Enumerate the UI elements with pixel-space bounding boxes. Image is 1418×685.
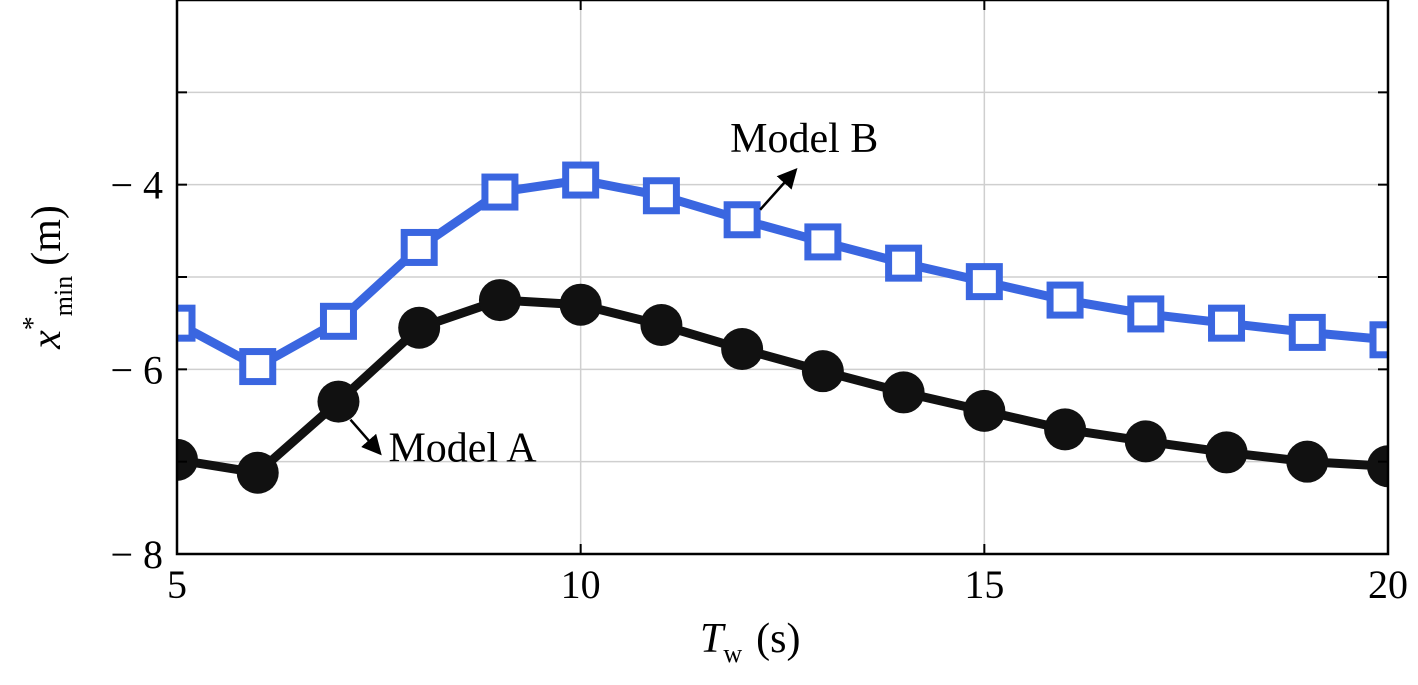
annotation-model-b: Model B (730, 116, 878, 162)
point-model-a (963, 389, 1006, 432)
y-tick-label: − 8 (110, 532, 163, 577)
point-model-a (1286, 440, 1329, 483)
y-axis-label-unit: (m) (24, 205, 70, 266)
x-tick-label: 20 (1368, 562, 1408, 607)
series-model-a (177, 279, 1388, 494)
point-model-a (882, 371, 925, 414)
point-model-b (885, 244, 923, 282)
y-tick-label: − 6 (110, 347, 163, 392)
point-model-b (319, 302, 357, 340)
y-axis-label: x*min (m) (18, 205, 78, 350)
point-model-b (481, 173, 519, 211)
point-model-b (562, 161, 600, 199)
x-axis-label-sub: w (723, 639, 742, 668)
point-model-b (239, 348, 277, 386)
x-tick-label: 5 (167, 562, 187, 607)
y-axis-label-sub: min (49, 276, 78, 316)
point-model-b (642, 177, 680, 215)
x-axis-label: Tw (s) (700, 616, 800, 668)
point-model-b (1369, 321, 1388, 359)
y-axis-label-sup: * (18, 316, 49, 330)
point-model-a (317, 380, 360, 423)
ticks: 5 10 15 20 − 8 − 6 − 4 (110, 0, 1408, 607)
y-axis-label-base: x (24, 330, 70, 350)
y-axis-label-group: x*min (m) (18, 205, 78, 350)
point-model-a (398, 306, 441, 349)
point-model-b (804, 223, 842, 261)
x-axis-label-base: T (700, 616, 726, 662)
point-model-a (801, 350, 844, 393)
series-line-model-a (177, 295, 1388, 478)
point-model-a (1124, 420, 1167, 463)
point-model-a (236, 451, 279, 494)
point-model-b (965, 263, 1003, 301)
point-model-b (723, 201, 761, 239)
point-model-a (559, 283, 602, 326)
annotation-model-a: Model A (388, 426, 537, 472)
point-model-a (1044, 408, 1087, 451)
point-model-b (1046, 281, 1084, 319)
series-model-b (177, 161, 1388, 386)
point-model-a (1367, 445, 1388, 488)
point-model-a (177, 438, 198, 481)
point-model-a (640, 304, 683, 347)
series-line-model-b (177, 175, 1388, 372)
point-model-b (400, 228, 438, 266)
annotations: Model A Model B (349, 116, 878, 472)
point-model-a (478, 279, 521, 322)
point-model-b (1127, 295, 1165, 333)
point-model-b (1208, 304, 1246, 342)
annotation-arrow-model-b (759, 168, 798, 211)
series-layer (177, 161, 1388, 494)
point-model-b (1288, 313, 1326, 351)
point-model-b (177, 304, 196, 342)
x-axis-label-unit: (s) (756, 616, 800, 662)
point-model-a (721, 328, 764, 371)
point-model-a (1205, 431, 1248, 474)
y-tick-label: − 4 (110, 163, 163, 208)
x-tick-label: 10 (561, 562, 601, 607)
x-tick-label: 15 (964, 562, 1004, 607)
annotation-arrow-model-a (349, 418, 382, 456)
